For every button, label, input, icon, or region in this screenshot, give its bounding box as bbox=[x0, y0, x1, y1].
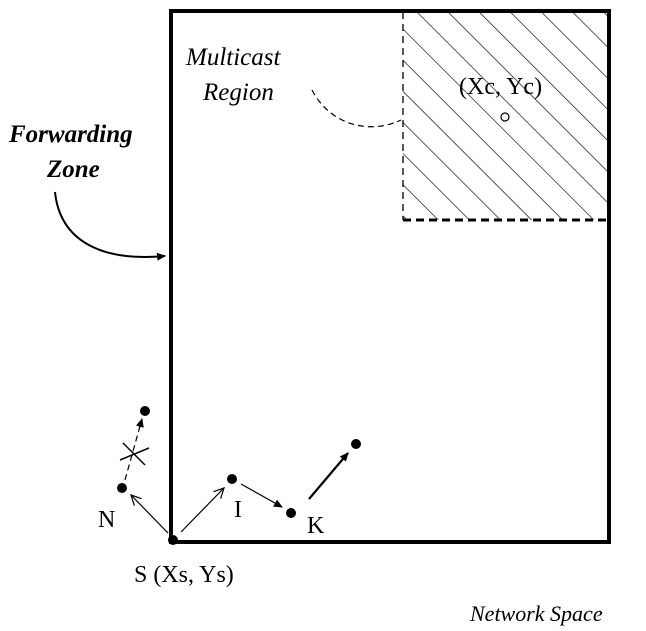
node-n bbox=[117, 483, 127, 493]
forwarding-zone-label-line1: Forwarding bbox=[9, 121, 133, 148]
node-k-label: K bbox=[307, 513, 325, 539]
node-far bbox=[351, 439, 361, 449]
node-n-label: N bbox=[98, 507, 116, 533]
forwarding-zone-leader bbox=[54, 191, 166, 261]
multicast-region-label-line1: Multicast bbox=[186, 44, 281, 71]
blocked-cross-2 bbox=[119, 447, 150, 461]
network-space-label: Network Space bbox=[470, 601, 603, 626]
node-k bbox=[286, 508, 296, 518]
node-i bbox=[227, 474, 237, 484]
center-coordinates-label: (Xc, Yc) bbox=[459, 74, 543, 100]
arrow-i-to-k bbox=[240, 483, 283, 508]
source-label: S (Xs, Ys) bbox=[134, 562, 234, 588]
node-i-label: I bbox=[234, 497, 242, 523]
arrow-n-blocked bbox=[124, 418, 144, 481]
multicast-region-label-line2: Region bbox=[203, 79, 274, 106]
arrow-s-to-n bbox=[131, 495, 169, 534]
center-point bbox=[500, 112, 510, 122]
forwarding-zone-rectangle bbox=[169, 9, 611, 544]
forwarding-zone-label-line2: Zone bbox=[47, 156, 100, 183]
arrow-s-to-i bbox=[180, 488, 224, 533]
multicast-region-leader bbox=[311, 89, 402, 128]
arrow-k-to-far bbox=[308, 452, 349, 500]
node-s bbox=[168, 535, 178, 545]
node-above-n bbox=[140, 406, 150, 416]
